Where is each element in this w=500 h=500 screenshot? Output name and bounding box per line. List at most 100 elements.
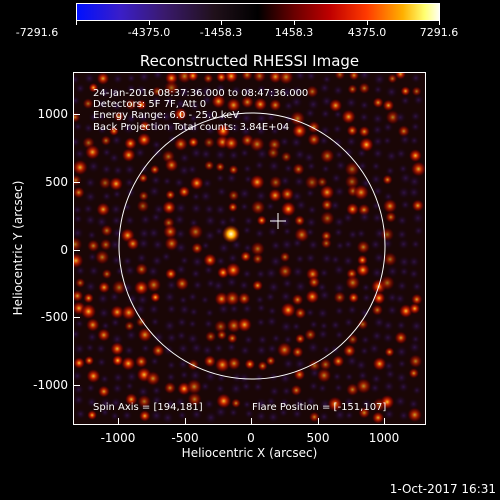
- image-texture-blob: [370, 160, 382, 172]
- image-texture-blob: [255, 302, 267, 314]
- image-texture-blob: [265, 355, 276, 366]
- image-texture-blob: [96, 202, 111, 217]
- image-texture-blob: [256, 215, 267, 226]
- image-texture-blob: [187, 120, 201, 135]
- image-texture-blob: [254, 111, 269, 126]
- image-texture-blob: [407, 255, 421, 269]
- image-texture-blob: [291, 293, 304, 306]
- image-texture-blob: [98, 85, 112, 100]
- image-texture-blob: [249, 174, 265, 190]
- image-texture-blob: [190, 191, 202, 202]
- image-texture-blob: [108, 151, 121, 164]
- image-texture-blob: [410, 73, 422, 84]
- image-texture-blob: [147, 226, 161, 240]
- image-texture-blob: [308, 319, 319, 330]
- image-texture-blob: [175, 276, 190, 291]
- image-texture-blob: [387, 73, 398, 84]
- image-texture-blob: [178, 122, 190, 134]
- image-texture-blob: [347, 228, 359, 241]
- image-texture-blob: [255, 147, 269, 161]
- image-texture-blob: [123, 264, 137, 277]
- image-texture-blob: [100, 135, 112, 146]
- image-texture-blob: [241, 302, 254, 315]
- image-texture-blob: [187, 392, 202, 407]
- image-texture-blob: [237, 186, 252, 201]
- image-texture-blob: [164, 95, 175, 107]
- image-texture-blob: [270, 333, 282, 344]
- image-texture-blob: [341, 254, 355, 268]
- image-texture-blob: [149, 164, 160, 175]
- image-texture-blob: [399, 199, 411, 211]
- image-texture-blob: [150, 384, 163, 397]
- image-texture-blob: [411, 86, 422, 97]
- image-texture-blob: [342, 238, 354, 250]
- image-texture-blob: [291, 237, 304, 249]
- image-texture-blob: [243, 408, 255, 420]
- image-texture-blob: [228, 121, 242, 135]
- image-texture-blob: [214, 357, 231, 373]
- image-texture-blob: [254, 189, 268, 203]
- spin-axis-marker: [270, 213, 286, 229]
- image-texture-blob: [250, 241, 266, 257]
- image-texture-blob: [83, 73, 96, 85]
- image-texture-blob: [307, 132, 321, 147]
- image-texture-blob: [396, 358, 408, 369]
- image-texture-blob: [382, 121, 394, 133]
- image-texture-blob: [191, 279, 204, 291]
- image-texture-blob: [86, 368, 101, 384]
- image-texture-blob: [85, 330, 99, 344]
- image-texture-blob: [84, 176, 97, 189]
- image-texture-blob: [204, 124, 217, 137]
- image-plot-area: [73, 72, 426, 425]
- image-texture-blob: [240, 380, 252, 393]
- image-texture-blob: [408, 302, 421, 315]
- image-texture-blob: [74, 265, 86, 277]
- image-texture-blob: [199, 189, 213, 203]
- image-texture-blob: [74, 236, 83, 252]
- image-texture-blob: [215, 173, 226, 184]
- x-axis-tick: [318, 418, 319, 425]
- image-texture-blob: [379, 275, 395, 291]
- image-texture-blob: [199, 147, 213, 161]
- image-texture-blob: [211, 278, 226, 293]
- image-texture-blob: [354, 358, 368, 372]
- image-texture-blob: [411, 211, 425, 225]
- image-texture-blob: [136, 236, 151, 251]
- image-texture-blob: [305, 73, 317, 82]
- image-texture-blob: [294, 253, 306, 265]
- colorbar-tick-label: 4375.0: [347, 26, 387, 39]
- image-texture-blob: [266, 305, 278, 317]
- image-texture-blob: [174, 263, 188, 276]
- image-texture-blob: [178, 369, 190, 381]
- image-texture-blob: [74, 289, 84, 302]
- image-texture-blob: [215, 73, 227, 83]
- image-texture-blob: [280, 385, 292, 397]
- image-texture-blob: [333, 329, 345, 341]
- image-texture-blob: [226, 252, 239, 265]
- image-texture-blob: [163, 120, 178, 135]
- image-texture-blob: [395, 371, 408, 385]
- image-texture-blob: [162, 224, 178, 240]
- image-texture-blob: [306, 204, 318, 216]
- image-texture-blob: [370, 266, 384, 280]
- image-texture-blob: [97, 385, 111, 398]
- image-texture-blob: [381, 319, 395, 332]
- image-texture-blob: [283, 163, 294, 174]
- image-texture-blob: [344, 371, 355, 382]
- image-texture-blob: [213, 226, 225, 237]
- image-texture-blob: [190, 268, 202, 280]
- image-texture-blob: [98, 281, 111, 294]
- image-texture-blob: [307, 120, 321, 134]
- image-texture-blob: [269, 125, 280, 137]
- image-texture-blob: [410, 239, 421, 250]
- y-axis-tick: [73, 114, 80, 115]
- image-texture-blob: [329, 319, 342, 331]
- image-texture-blob: [240, 250, 252, 263]
- image-texture-blob: [393, 394, 408, 408]
- image-texture-blob: [214, 203, 227, 217]
- image-texture-blob: [133, 280, 149, 296]
- image-texture-blob: [110, 214, 123, 227]
- image-texture-blob: [124, 137, 137, 150]
- image-texture-blob: [242, 215, 255, 227]
- image-texture-blob: [329, 199, 342, 212]
